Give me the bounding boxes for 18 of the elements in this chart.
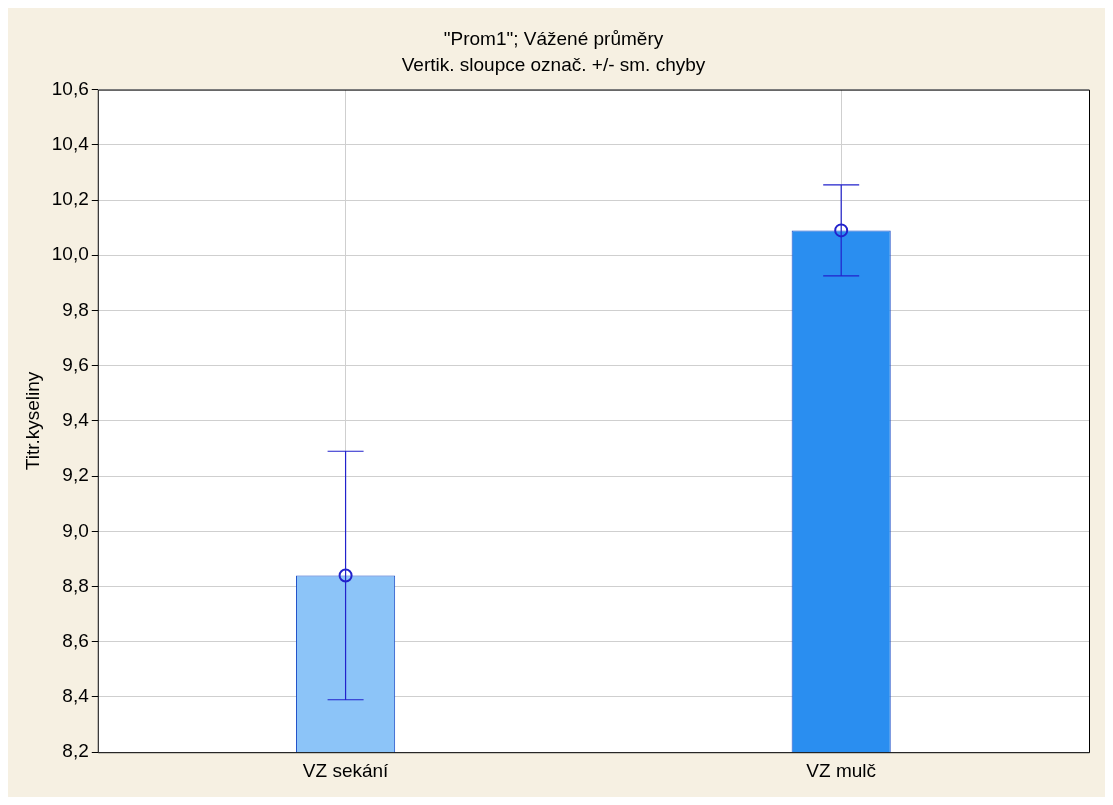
y-tick-label: 8,4 (62, 685, 90, 707)
chart-subtitle: Vertik. sloupce označ. +/- sm. chyby (401, 54, 706, 76)
y-tick-label: 10,0 (51, 243, 89, 265)
y-tick-label: 8,2 (62, 740, 89, 762)
y-tick-label: 9,6 (62, 353, 89, 375)
y-axis-title: Titr.kyseliny (21, 371, 43, 471)
y-tick-label: 8,6 (62, 630, 89, 651)
x-tick-label: VZ sekání (302, 759, 390, 781)
chart-title: "Prom1"; Vážené průměry (443, 27, 664, 49)
y-tick-label: 9,8 (62, 298, 89, 320)
y-tick-label: 10,6 (51, 77, 89, 99)
y-tick-label: 10,4 (51, 133, 90, 155)
y-tick-label: 8,8 (62, 574, 89, 596)
y-tick-label: 10,2 (51, 188, 89, 210)
y-tick-label: 9,2 (62, 464, 89, 486)
y-tick-label: 9,0 (62, 519, 89, 541)
x-tick-label: VZ mulč (806, 759, 877, 781)
y-tick-label: 9,4 (62, 409, 90, 431)
